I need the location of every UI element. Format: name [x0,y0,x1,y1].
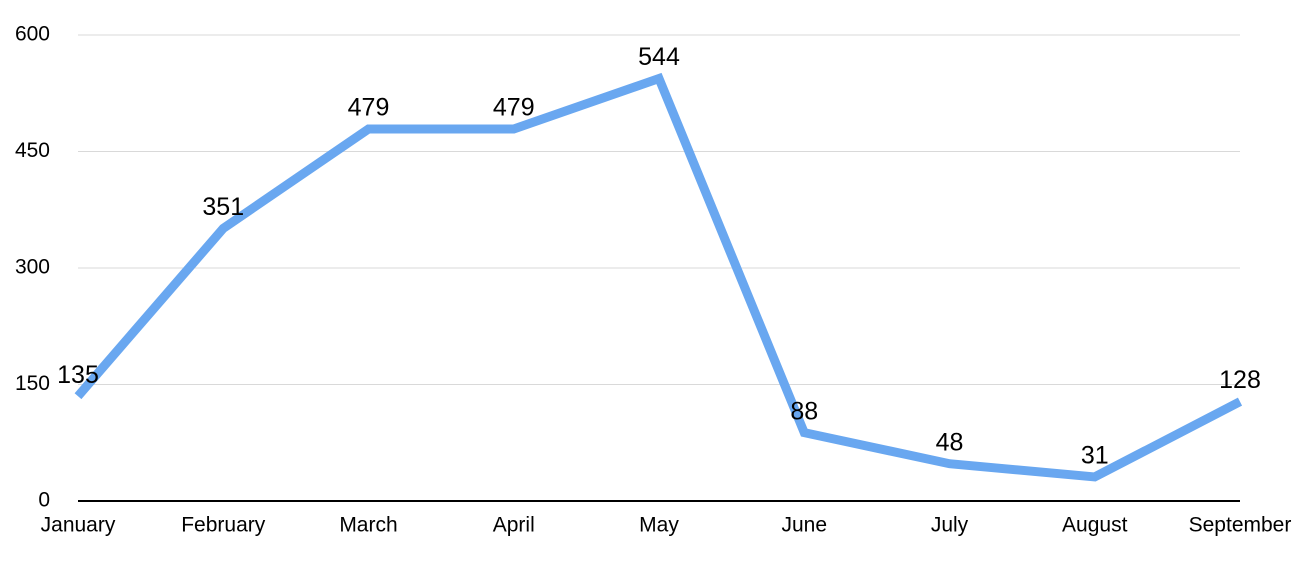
data-label: 351 [202,193,244,221]
data-label: 128 [1219,366,1261,394]
x-tick-label: September [1189,514,1292,537]
data-label: 48 [936,428,964,456]
x-tick-label: May [639,514,679,537]
data-label: 88 [790,397,818,425]
y-tick-label: 300 [15,256,50,279]
x-tick-label: March [339,514,397,537]
y-tick-label: 600 [15,23,50,46]
data-line [74,72,1243,482]
x-tick-label: August [1062,514,1128,537]
x-tick-label: February [181,514,266,537]
x-tick-label: July [931,514,969,537]
y-tick-label: 450 [15,139,50,162]
x-tick-label: January [41,514,116,537]
data-label: 135 [57,361,99,389]
data-label: 31 [1081,442,1109,470]
data-label: 479 [348,94,390,122]
x-tick-label: April [493,514,535,537]
y-tick-label: 150 [15,372,50,395]
data-label: 479 [493,94,535,122]
data-label: 544 [638,43,680,71]
x-tick-label: June [781,514,827,537]
y-tick-label: 0 [38,489,50,512]
